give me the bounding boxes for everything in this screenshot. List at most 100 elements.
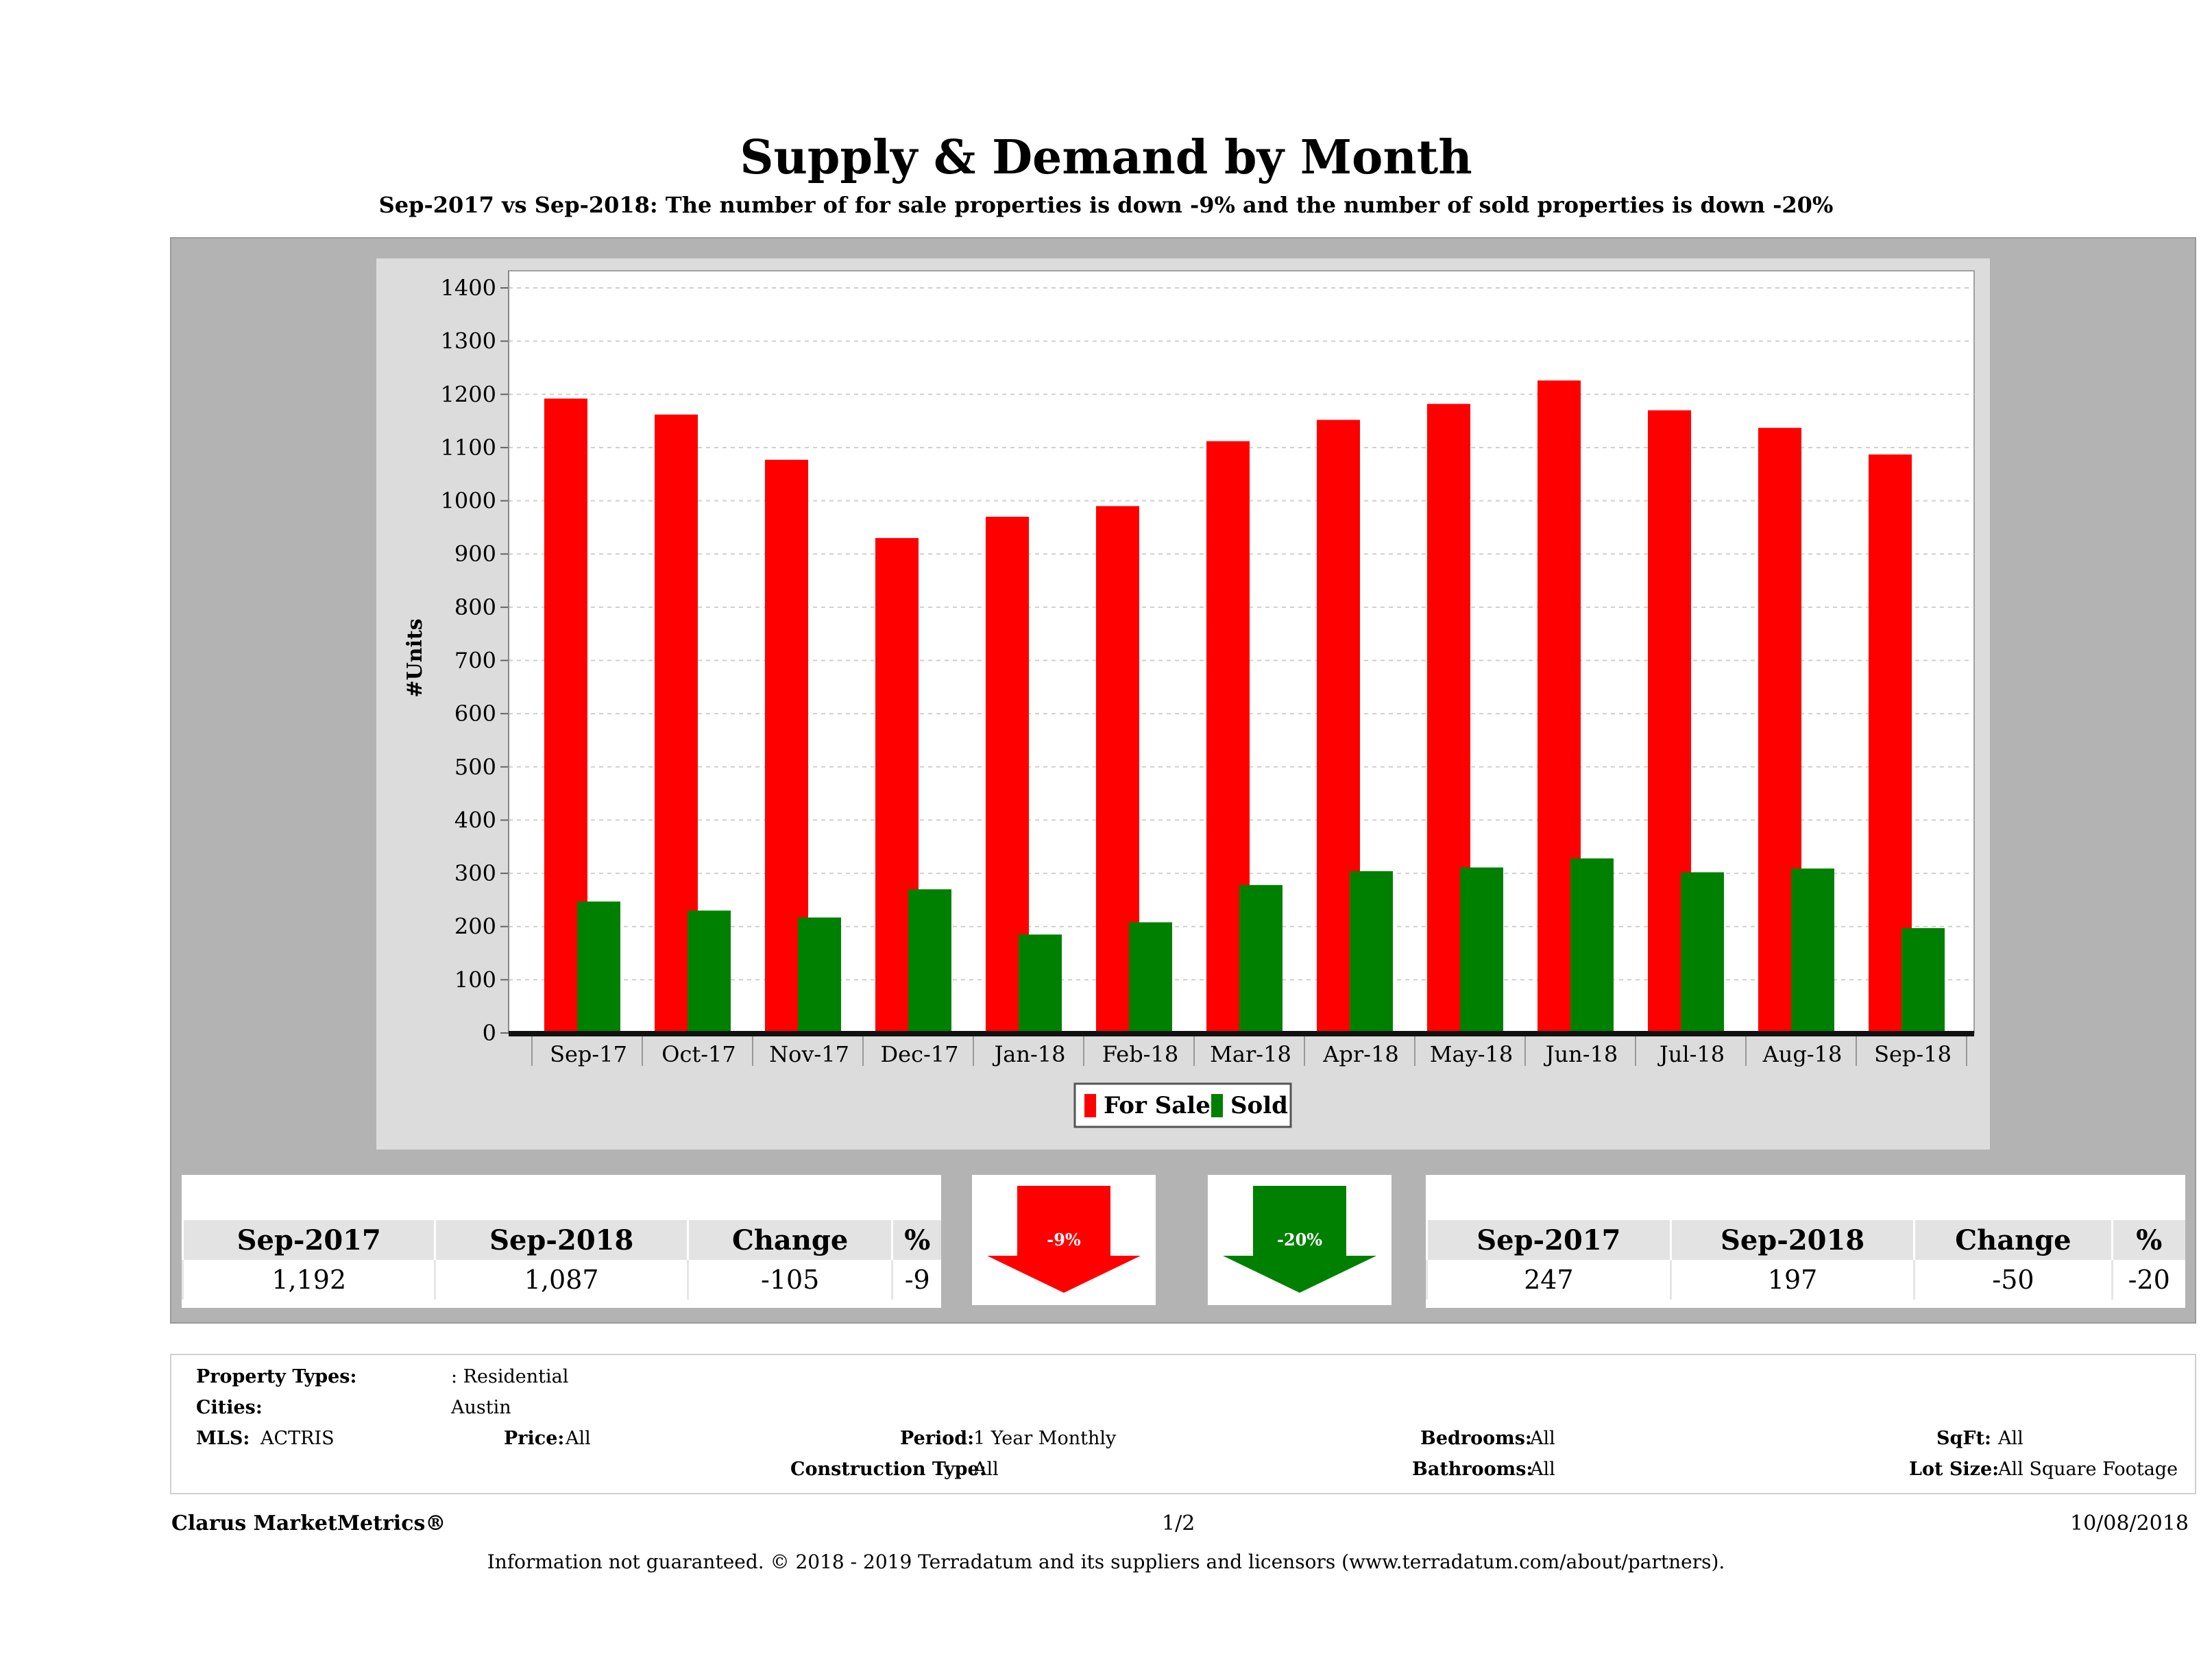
y-tick-label: 1100	[441, 435, 496, 461]
property-types-label: Property Types:	[196, 1366, 357, 1387]
footer-disclaimer: Information not guaranteed. © 2018 - 201…	[487, 1551, 1725, 1573]
for-sale-value-sep2017: 1,192	[181, 1260, 435, 1300]
sold-change-indicator: -20%	[1208, 1175, 1391, 1305]
y-tick-label: 200	[454, 914, 496, 940]
x-tick-label: Aug-18	[1762, 1041, 1843, 1067]
x-tick-label: Nov-17	[769, 1041, 849, 1067]
bathrooms-value: All	[1530, 1459, 1555, 1480]
footer-page-number: 1/2	[1162, 1511, 1195, 1535]
x-tick-label: Jun-18	[1544, 1041, 1618, 1067]
for-sale-header-sep2018: Sep-2018	[434, 1220, 688, 1260]
bar-sold	[908, 889, 951, 1033]
sqft-label: SqFt:	[1936, 1428, 1991, 1449]
x-tick-label: Sep-18	[1874, 1041, 1952, 1067]
x-tick-label: Dec-17	[880, 1041, 958, 1067]
bar-sold	[688, 910, 731, 1033]
y-tick-label: 1200	[441, 381, 496, 407]
y-tick-label: 1400	[441, 275, 496, 301]
sqft-value: All	[1998, 1428, 2023, 1449]
bar-sold	[1350, 871, 1393, 1033]
lot-size-label: Lot Size:	[1909, 1459, 2000, 1480]
price-value: All	[566, 1428, 591, 1449]
y-tick-label: 400	[454, 807, 496, 833]
y-tick-label: 0	[483, 1020, 496, 1046]
for-sale-value-percent: -9	[891, 1260, 941, 1300]
x-tick-label: May-18	[1430, 1041, 1513, 1067]
bedrooms-value: All	[1530, 1428, 1555, 1449]
sold-value-percent: -20	[2111, 1260, 2185, 1300]
construction-type-value: All	[973, 1459, 999, 1480]
sold-value-sep2017: 247	[1426, 1260, 1671, 1300]
y-tick-label: 600	[454, 701, 496, 727]
bar-sold	[1129, 922, 1172, 1033]
page-title: Supply & Demand by Month	[740, 130, 1472, 185]
cities-value: Austin	[451, 1397, 511, 1418]
filter-info-panel	[170, 1354, 2196, 1494]
page-subtitle: Sep-2017 vs Sep-2018: The number of for …	[378, 192, 1834, 218]
x-tick-label: Apr-18	[1322, 1041, 1398, 1067]
bar-sold	[1901, 928, 1945, 1033]
y-tick-label: 900	[454, 541, 496, 567]
lot-size-value: All Square Footage	[1998, 1459, 2178, 1480]
for-sale-summary: Sep-2017 Sep-2018 Change % 1,192 1,087 -…	[181, 1175, 941, 1308]
sold-header-sep2017: Sep-2017	[1426, 1220, 1671, 1260]
bar-sold	[798, 917, 841, 1033]
x-tick-label: Jan-18	[992, 1041, 1065, 1067]
for-sale-arrow-label: -9%	[1047, 1230, 1081, 1250]
price-label: Price:	[504, 1428, 565, 1449]
x-tick-label: Jul-18	[1657, 1041, 1725, 1067]
y-axis-label: #Units	[403, 618, 427, 697]
y-tick-label: 700	[454, 648, 496, 674]
sold-summary: Sep-2017 Sep-2018 Change % 247 197 -50 -…	[1426, 1175, 2185, 1308]
sold-header-percent: %	[2111, 1220, 2185, 1260]
down-arrow-icon: -20%	[1223, 1186, 1376, 1293]
y-tick-label: 300	[454, 860, 496, 886]
sold-arrow-shape	[1223, 1186, 1376, 1293]
legend-label-for-sale: For Sale	[1104, 1092, 1211, 1119]
period-label: Period:	[900, 1428, 975, 1449]
legend-frame	[1073, 1082, 1292, 1128]
bar-sold	[577, 901, 620, 1033]
x-tick-label: Feb-18	[1102, 1041, 1178, 1067]
mls-label: MLS:	[196, 1428, 250, 1449]
mls-value: ACTRIS	[260, 1428, 335, 1449]
legend-swatch-for-sale	[1084, 1094, 1096, 1117]
for-sale-change-indicator: -9%	[972, 1175, 1156, 1305]
sold-value-change: -50	[1913, 1260, 2113, 1300]
for-sale-header-change: Change	[686, 1220, 892, 1260]
for-sale-header-percent: %	[891, 1220, 941, 1260]
bathrooms-label: Bathrooms:	[1412, 1459, 1533, 1480]
for-sale-value-change: -105	[686, 1260, 892, 1300]
bar-sold	[1791, 868, 1834, 1033]
bar-sold	[1460, 867, 1503, 1033]
sold-arrow-label: -20%	[1277, 1230, 1322, 1250]
x-tick-label: Mar-18	[1210, 1041, 1291, 1067]
bar-sold	[1570, 858, 1614, 1033]
for-sale-value-sep2018: 1,087	[434, 1260, 688, 1300]
sold-header-sep2018: Sep-2018	[1669, 1220, 1915, 1260]
down-arrow-icon: -9%	[987, 1186, 1141, 1293]
bedrooms-label: Bedrooms:	[1420, 1428, 1532, 1449]
y-tick-label: 800	[454, 594, 496, 620]
footer-brand: Clarus MarketMetrics®	[171, 1511, 446, 1535]
bar-sold	[1019, 934, 1062, 1033]
sold-header-change: Change	[1913, 1220, 2113, 1260]
legend: For Sale Sold	[1073, 1082, 1292, 1128]
x-tick-label: Sep-17	[550, 1041, 627, 1067]
legend-swatch-sold	[1211, 1094, 1223, 1117]
y-tick-label: 1300	[441, 328, 496, 354]
x-tick-label: Oct-17	[661, 1041, 736, 1067]
y-tick-label: 100	[454, 966, 496, 993]
period-value: 1 Year Monthly	[973, 1428, 1117, 1449]
x-axis-baseline	[509, 1031, 1974, 1036]
for-sale-header-sep2017: Sep-2017	[181, 1220, 435, 1260]
construction-type-label: Construction Type:	[790, 1459, 986, 1480]
bar-sold	[1239, 885, 1283, 1033]
for-sale-arrow-shape	[987, 1186, 1141, 1293]
cities-label: Cities:	[196, 1397, 263, 1418]
y-tick-label: 500	[454, 754, 496, 780]
legend-label-sold: Sold	[1230, 1092, 1288, 1119]
sold-value-sep2018: 197	[1669, 1260, 1915, 1300]
footer-date: 10/08/2018	[2070, 1511, 2189, 1535]
